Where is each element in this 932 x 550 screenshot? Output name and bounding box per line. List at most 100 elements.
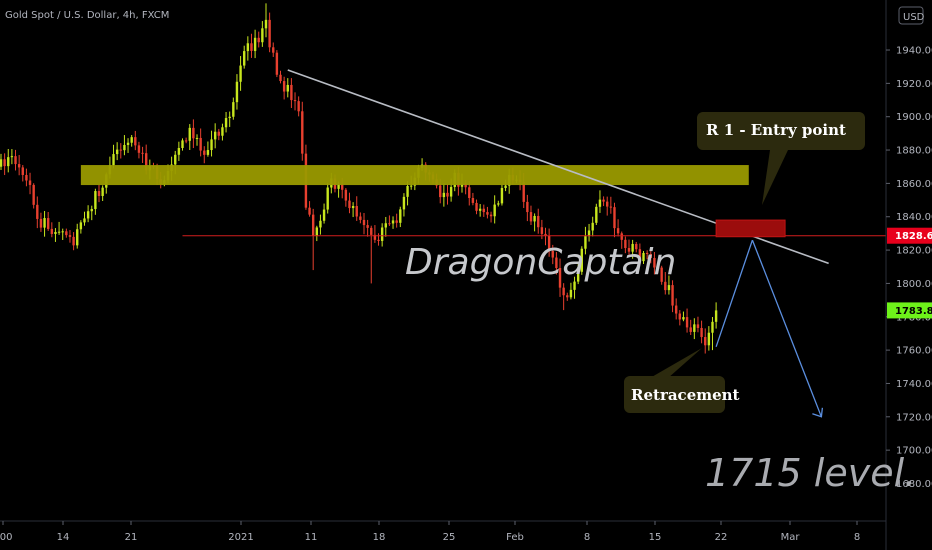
entry-callout-box	[697, 112, 865, 150]
candle-body	[460, 183, 464, 187]
candle-body	[595, 206, 598, 223]
symbol-title: Gold Spot / U.S. Dollar, 4h, FXCM	[5, 10, 169, 21]
candle-body	[468, 187, 471, 199]
candle-body	[598, 199, 602, 207]
projection-up-line[interactable]	[715, 239, 754, 347]
time-axis[interactable]: l:00 14 21 2021 11 18 25 Feb 8 15 22 Mar 8	[0, 521, 860, 543]
candle-body	[119, 149, 122, 151]
y-tick-label: 1760.00	[896, 346, 932, 357]
x-tick-label: 22	[715, 532, 728, 543]
x-tick-label: 2021	[228, 532, 253, 543]
candle-body	[137, 145, 141, 153]
candle-body	[631, 243, 634, 252]
candle-body	[674, 305, 678, 314]
candle-body	[409, 185, 413, 187]
entry-point-callout[interactable]: R 1 - Entry point	[697, 112, 865, 205]
candle-body	[533, 215, 536, 222]
candle-body	[526, 201, 529, 213]
candle-body	[714, 310, 718, 322]
y-tick-label: 1840.00	[896, 212, 932, 223]
candle-body	[145, 153, 148, 171]
candle-body	[366, 225, 369, 228]
watermark-text: DragonCaptain	[405, 242, 676, 283]
candle-body	[250, 43, 253, 51]
candle-body	[391, 220, 395, 224]
candle-body	[370, 227, 373, 235]
candle-body	[43, 218, 46, 228]
candle-body	[322, 209, 326, 221]
candle-body	[591, 222, 594, 231]
candle-body	[685, 317, 689, 328]
candle-body	[311, 214, 315, 236]
candle-body	[377, 239, 380, 241]
candle-body	[587, 230, 591, 237]
candle-body	[671, 285, 674, 306]
candle-body	[544, 233, 547, 236]
candle-body	[65, 231, 68, 236]
candle-body	[97, 191, 101, 196]
price-badges: 1828.62 1783.81	[887, 227, 932, 319]
candle-body	[264, 19, 268, 29]
candle-body	[32, 184, 35, 205]
candle-body	[707, 332, 711, 346]
candle-body	[635, 243, 638, 250]
currency-button-frame	[898, 6, 924, 25]
candle-body	[10, 156, 14, 158]
candle-body	[123, 144, 126, 151]
y-tick-label: 1880.00	[896, 146, 932, 157]
candle-body	[246, 43, 250, 52]
drawing-overlays[interactable]	[80, 69, 886, 418]
retracement-callout[interactable]: Retracement	[624, 348, 740, 413]
candle-body	[580, 248, 583, 272]
candle-body	[282, 81, 286, 92]
price-badge	[887, 227, 932, 244]
candle-body	[696, 324, 700, 328]
candle-body	[54, 231, 57, 234]
candle-body	[402, 196, 406, 210]
candle-body	[704, 337, 707, 346]
candle-body	[228, 116, 231, 119]
candle-body	[562, 287, 565, 296]
y-tick-label: 1900.00	[896, 112, 932, 123]
y-tick-label: 1820.00	[896, 246, 932, 257]
entry-zone-rectangle[interactable]	[715, 219, 786, 238]
candle-body	[471, 198, 475, 203]
candle-body	[446, 192, 449, 197]
candle-body	[134, 137, 137, 146]
candle-body	[482, 208, 485, 213]
y-tick-label: 1680.00	[896, 479, 932, 490]
candles-layer	[0, 3, 718, 354]
candle-body	[522, 182, 525, 202]
candle-body	[28, 180, 32, 185]
candle-body	[700, 327, 703, 338]
candle-body	[442, 192, 446, 198]
candle-body	[272, 47, 275, 53]
candle-body	[547, 235, 551, 251]
candle-body	[348, 200, 351, 209]
candle-body	[315, 227, 319, 236]
candle-body	[141, 152, 144, 154]
y-tick-label: 1740.00	[896, 379, 932, 390]
candle-body	[341, 184, 344, 190]
candle-body	[497, 203, 500, 205]
candle-body	[566, 295, 569, 298]
candle-body	[275, 52, 279, 75]
candle-body	[115, 149, 119, 155]
support-zone-rectangle[interactable]	[80, 165, 749, 186]
currency-button[interactable]: USD	[898, 6, 925, 25]
level-annotation: 1715 level.	[705, 451, 916, 495]
candle-body	[627, 248, 631, 252]
entry-callout-pointer	[762, 150, 788, 205]
candle-body	[213, 131, 217, 140]
candle-body	[399, 209, 402, 223]
projection-down-arrow[interactable]	[751, 239, 822, 418]
candle-body	[613, 207, 616, 229]
candle-body	[344, 189, 348, 201]
candle-body	[504, 185, 507, 189]
y-tick-label: 1700.00	[896, 446, 932, 457]
candle-body	[21, 167, 24, 175]
candle-body	[649, 253, 652, 258]
candle-body	[184, 140, 188, 142]
candle-body	[192, 127, 195, 139]
